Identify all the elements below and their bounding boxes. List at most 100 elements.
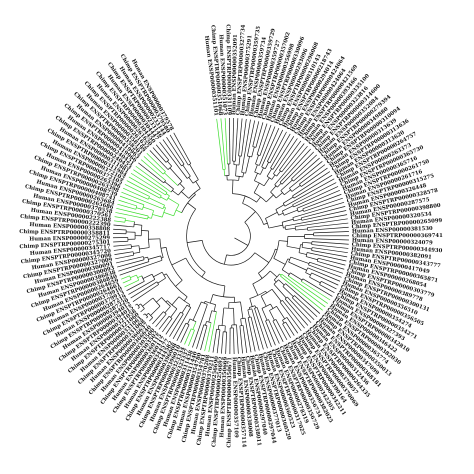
tree-branch xyxy=(242,195,246,204)
tree-branch xyxy=(121,191,164,210)
tree-branch xyxy=(302,247,312,250)
tree-branch-arc xyxy=(269,306,277,311)
tree-branch xyxy=(282,286,294,297)
tree-branch xyxy=(204,322,212,352)
tree-branch xyxy=(209,294,214,304)
tree-branch xyxy=(146,153,166,172)
tree-branch xyxy=(301,167,328,187)
tree-branch xyxy=(290,256,310,264)
tree-branch xyxy=(275,319,288,341)
tree-branch xyxy=(221,307,225,326)
tree-branch xyxy=(268,224,283,229)
tree-branch xyxy=(285,283,321,314)
tree-branch-arc xyxy=(284,225,286,230)
tree-branch xyxy=(274,145,308,185)
tree-branch xyxy=(308,264,342,278)
tree-branch-arc xyxy=(204,301,216,305)
tree-branch xyxy=(117,259,145,268)
tree-branch xyxy=(130,281,158,299)
tree-branch xyxy=(164,172,178,186)
tree-branch xyxy=(282,218,294,223)
tree-branch xyxy=(119,195,145,206)
tree-branch xyxy=(272,320,284,342)
tree-branch xyxy=(216,329,221,354)
tree-branch xyxy=(292,201,345,218)
tree-branch xyxy=(282,205,294,212)
tree-branch xyxy=(298,209,304,213)
tree-branch xyxy=(113,247,132,251)
leaf-label: Human ENSP00000358808 xyxy=(29,222,110,233)
tree-branch xyxy=(148,255,161,260)
tree-branch xyxy=(175,209,182,214)
tree-branch-arc xyxy=(286,236,289,247)
leaf-label: Human ENSP00000351073 xyxy=(217,34,227,115)
tree-branch xyxy=(224,118,228,165)
tree-branch xyxy=(259,126,276,166)
tree-branch-arc xyxy=(186,304,191,308)
tree-branch xyxy=(137,275,142,278)
tree-branch xyxy=(200,325,208,351)
leaf-label: Chimp ENSPTRP00000327734 xyxy=(236,24,247,115)
tree-branch-arc xyxy=(227,179,239,181)
tree-branch xyxy=(128,176,162,196)
tree-branch xyxy=(130,172,166,196)
tree-branch xyxy=(265,162,269,169)
tree-branch xyxy=(116,207,149,217)
tree-branch xyxy=(181,305,188,314)
tree-branch xyxy=(223,254,227,265)
tree-branch xyxy=(292,297,315,320)
tree-branch xyxy=(150,305,161,316)
tree-branch xyxy=(131,245,139,247)
tree-branch xyxy=(113,228,127,231)
tree-branch xyxy=(179,183,185,189)
tree-branch xyxy=(235,164,237,177)
tree-branch xyxy=(254,164,258,173)
tree-branch xyxy=(182,164,191,177)
tree-branch xyxy=(164,306,171,314)
tree-branch xyxy=(296,189,340,209)
tree-branch xyxy=(165,311,181,335)
tree-branch xyxy=(256,123,268,155)
leaf-label: Chimp ENSPTRP00000275301 xyxy=(19,240,110,251)
tree-branch xyxy=(232,118,234,162)
tree-branch xyxy=(187,318,191,325)
tree-branch xyxy=(146,312,149,316)
tree-branch xyxy=(238,118,243,156)
tree-branch xyxy=(306,256,318,261)
tree-branch xyxy=(152,147,167,163)
tree-branch xyxy=(281,151,315,185)
tree-branch xyxy=(277,183,282,188)
tree-branch xyxy=(138,162,164,184)
tree-branch-arc xyxy=(272,319,277,322)
tree-branch xyxy=(213,304,216,312)
tree-branch xyxy=(187,240,203,243)
tree-branch xyxy=(275,204,285,210)
tree-branch xyxy=(152,311,164,325)
tree-branch xyxy=(292,182,337,206)
tree-branch xyxy=(223,285,226,297)
tree-branch xyxy=(311,272,339,286)
tree-branch xyxy=(184,328,192,345)
tree-branch xyxy=(166,137,185,165)
tree-branch xyxy=(253,182,260,193)
tree-branch xyxy=(148,197,165,206)
tree-branch xyxy=(305,272,311,276)
tree-branch xyxy=(169,134,189,166)
tree-branch xyxy=(321,280,337,290)
tree-branch xyxy=(269,310,275,321)
tree-branch xyxy=(119,259,163,276)
tree-branch xyxy=(188,177,194,184)
tree-branch xyxy=(279,140,302,171)
tree-branch-arc xyxy=(256,154,261,156)
tree-branch-arc xyxy=(201,301,208,305)
tree-branch xyxy=(172,307,192,339)
tree-branch xyxy=(270,303,274,309)
tree-branch xyxy=(128,279,156,295)
tree-branch xyxy=(134,223,142,226)
tree-branch xyxy=(188,304,191,307)
tree-branch xyxy=(301,206,346,219)
tree-branch xyxy=(281,269,290,275)
tree-branch xyxy=(301,210,347,221)
